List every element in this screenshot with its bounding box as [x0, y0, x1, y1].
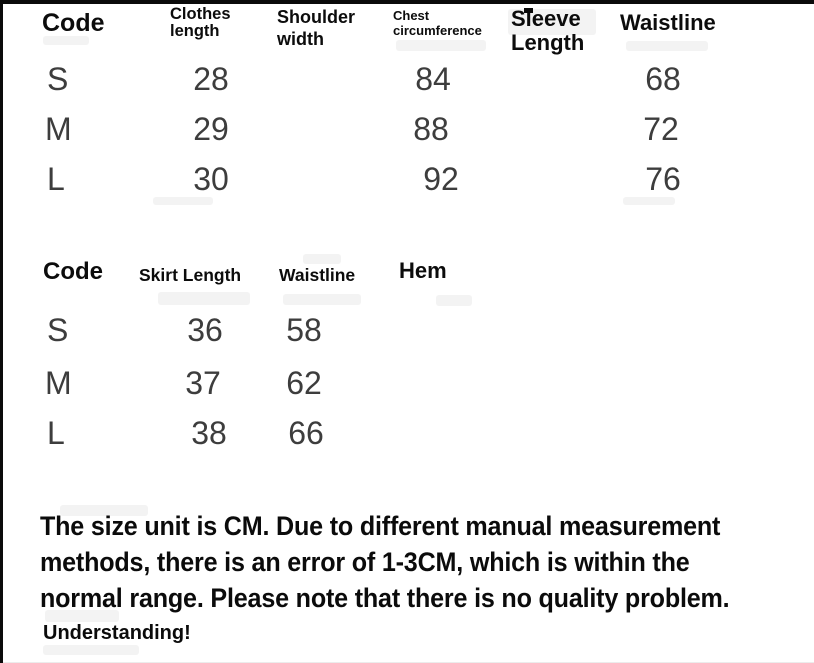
whiteout-smudge: [45, 610, 119, 622]
chest-circumference-value: 88: [413, 111, 449, 147]
size-code-cell: S: [47, 312, 69, 348]
whiteout-smudge: [153, 197, 213, 205]
column-header-line: Length: [511, 30, 585, 55]
whiteout-smudge: [626, 41, 708, 51]
column-header-waistline: Waistline: [279, 265, 356, 285]
whiteout-smudge: [43, 36, 89, 45]
whiteout-smudge: [436, 295, 472, 306]
column-header-clothes-length: Clothes length: [170, 6, 231, 40]
size-code-cell: L: [47, 161, 65, 197]
waistline-value: 58: [286, 312, 322, 348]
column-header-waistline: Waistline: [620, 10, 716, 35]
column-header-line: Shoulder: [277, 7, 356, 27]
clothes-length-value: 29: [193, 111, 229, 147]
column-header-skirt-length: Skirt Length: [139, 265, 242, 285]
column-header-line: width: [277, 29, 324, 49]
column-header-sleeve-length: Sleeve Length: [511, 7, 584, 55]
column-header-code: Code: [42, 9, 105, 37]
chest-circumference-value: 92: [423, 161, 459, 197]
column-header-chest-circumference: Chest circumference: [393, 8, 482, 38]
understanding-signoff: Understanding!: [43, 622, 191, 644]
waistline-value: 62: [286, 365, 322, 401]
clothes-length-value: 28: [193, 61, 229, 97]
column-header-line: circumference: [393, 23, 482, 38]
whiteout-smudge: [43, 645, 139, 655]
column-header-code: Code: [43, 258, 103, 285]
column-header-shoulder-width: Shoulder width: [277, 6, 355, 50]
chest-circumference-value: 84: [415, 61, 451, 97]
whiteout-smudge: [283, 294, 361, 305]
ink-remnant-mark: [524, 8, 533, 13]
column-header-line: Sleeve: [511, 6, 581, 31]
whiteout-smudge: [508, 9, 596, 35]
whiteout-smudge: [396, 40, 486, 51]
whiteout-smudge: [303, 254, 341, 264]
column-header-line: length: [170, 22, 220, 40]
waistline-value: 66: [288, 415, 324, 451]
skirt-length-value: 37: [185, 365, 221, 401]
size-code-cell: L: [47, 415, 65, 451]
column-header-line: Chest: [393, 8, 430, 23]
whiteout-smudge: [60, 505, 148, 516]
waistline-value: 68: [645, 61, 681, 97]
disclaimer-line: The size unit is CM. Due to different ma…: [40, 511, 721, 541]
column-header-line: Clothes: [170, 5, 231, 23]
waistline-value: 72: [643, 111, 679, 147]
clothes-length-value: 30: [193, 161, 229, 197]
column-header-hem: Hem: [399, 258, 447, 283]
size-code-cell: S: [47, 61, 69, 97]
whiteout-smudge: [158, 292, 250, 305]
measurement-disclaimer: The size unit is CM. Due to different ma…: [40, 508, 730, 616]
whiteout-smudge: [623, 197, 675, 205]
skirt-length-value: 36: [187, 312, 223, 348]
disclaimer-line: methods, there is an error of 1-3CM, whi…: [40, 547, 690, 577]
size-code-cell: M: [45, 111, 72, 147]
skirt-length-value: 38: [191, 415, 227, 451]
disclaimer-line: normal range. Please note that there is …: [40, 583, 730, 613]
size-code-cell: M: [45, 365, 72, 401]
waistline-value: 76: [645, 161, 681, 197]
